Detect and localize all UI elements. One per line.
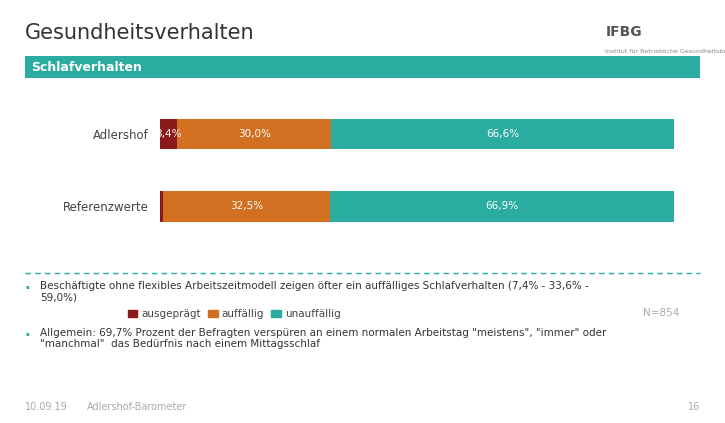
Text: 16: 16 bbox=[688, 402, 700, 412]
Bar bbox=[331, 118, 674, 149]
Text: 30,0%: 30,0% bbox=[238, 129, 270, 139]
Bar bbox=[330, 191, 674, 222]
Bar bbox=[160, 118, 177, 149]
Text: Adlershof-Barometer: Adlershof-Barometer bbox=[87, 402, 187, 412]
Text: Beschäftigte ohne flexibles Arbeitszeitmodell zeigen öfter ein auffälliges Schla: Beschäftigte ohne flexibles Arbeitszeitm… bbox=[40, 281, 589, 303]
Text: 3,4%: 3,4% bbox=[155, 129, 181, 139]
Bar bbox=[160, 191, 162, 222]
Text: ·: · bbox=[25, 328, 30, 343]
Text: Institut für Betriebliche Gesundheitsberatung: Institut für Betriebliche Gesundheitsber… bbox=[605, 49, 725, 54]
Bar bbox=[177, 118, 331, 149]
Text: IFBG: IFBG bbox=[605, 25, 642, 39]
Legend: ausgeprägt, auffällig, unauffällig: ausgeprägt, auffällig, unauffällig bbox=[123, 305, 345, 324]
Text: Allgemein: 69,7% Prozent der Befragten verspüren an einem normalen Arbeitstag "m: Allgemein: 69,7% Prozent der Befragten v… bbox=[40, 328, 606, 349]
Text: Gesundheitsverhalten: Gesundheitsverhalten bbox=[25, 23, 254, 43]
Text: 10.09.19: 10.09.19 bbox=[25, 402, 67, 412]
Text: Schlafverhalten: Schlafverhalten bbox=[31, 61, 142, 74]
Text: ·: · bbox=[25, 281, 30, 296]
Text: 66,9%: 66,9% bbox=[486, 201, 518, 212]
Text: 32,5%: 32,5% bbox=[230, 201, 262, 212]
Text: 66,6%: 66,6% bbox=[486, 129, 519, 139]
Bar bbox=[162, 191, 330, 222]
Text: N=854: N=854 bbox=[643, 308, 679, 318]
